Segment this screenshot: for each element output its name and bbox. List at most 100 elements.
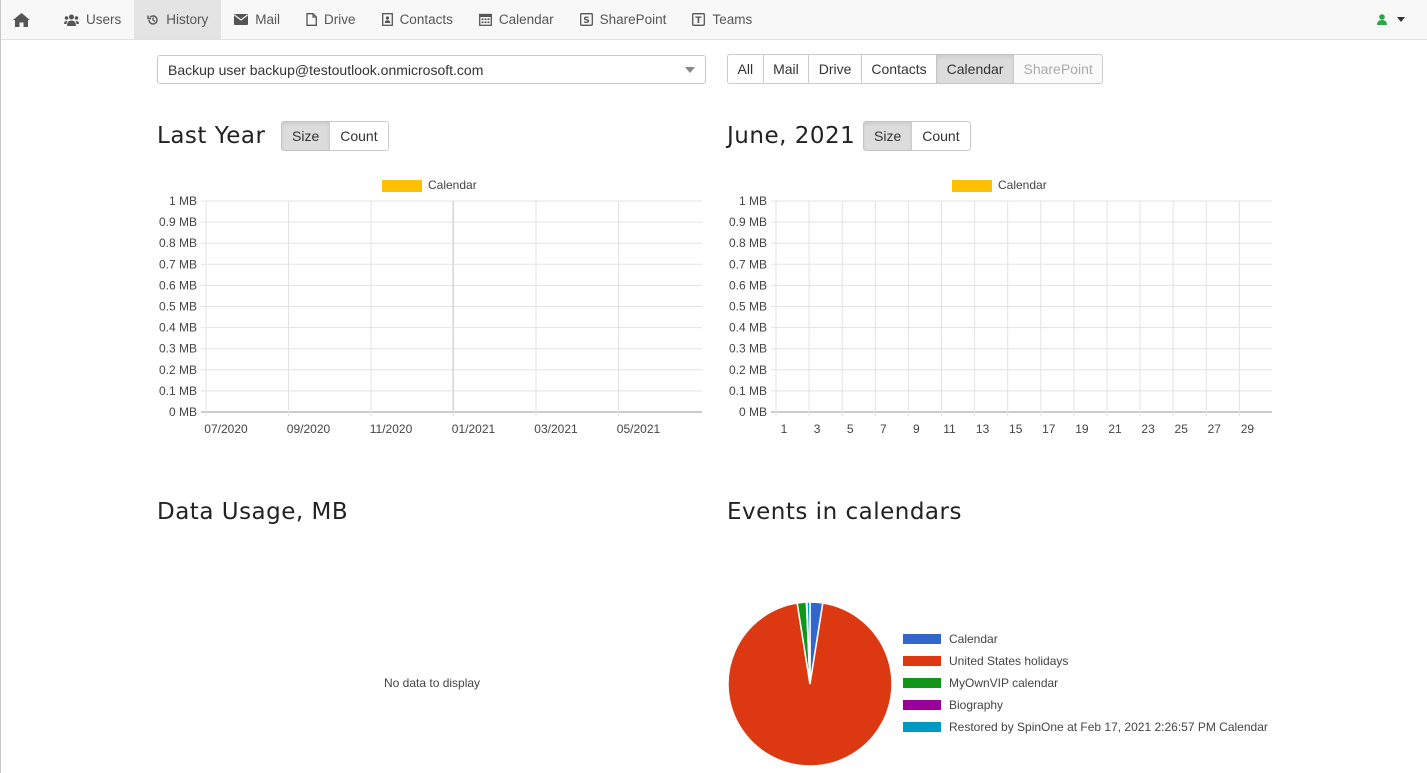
contact-card-icon: [381, 13, 393, 26]
nav-item-users[interactable]: Users: [51, 0, 134, 39]
events-title: Events in calendars: [727, 499, 962, 525]
y-tick-label: 0 MB: [169, 405, 197, 419]
filter-mail-button[interactable]: Mail: [762, 54, 810, 84]
data-usage-title: Data Usage, MB: [157, 499, 349, 525]
y-tick-label: 0.9 MB: [159, 215, 197, 229]
x-tick-label: 13: [976, 422, 990, 436]
legend-item: Calendar: [903, 628, 1268, 650]
x-tick-label: 05/2021: [617, 422, 661, 436]
nav-item-contacts[interactable]: Contacts: [369, 0, 466, 39]
filter-contacts-button[interactable]: Contacts: [860, 54, 938, 84]
nav-item-teams[interactable]: T Teams: [679, 0, 765, 39]
nav-item-mail[interactable]: Mail: [221, 0, 293, 39]
top-navbar: Users History Mail Drive Contacts Calendar S Sh…: [1, 0, 1427, 40]
no-data-message: No data to display: [384, 676, 481, 690]
events-pie-chart: [727, 601, 893, 767]
y-tick-label: 0.1 MB: [159, 384, 197, 398]
pie-slice[interactable]: [727, 602, 893, 767]
y-tick-label: 1 MB: [169, 194, 197, 208]
nav-item-drive[interactable]: Drive: [293, 0, 369, 39]
legend-swatch: [903, 656, 941, 666]
x-tick-label: 3: [814, 422, 821, 436]
y-tick-label: 0.1 MB: [729, 384, 767, 398]
y-tick-label: 0 MB: [739, 405, 767, 419]
y-tick-label: 0.8 MB: [729, 236, 767, 250]
x-tick-label: 7: [880, 422, 887, 436]
x-tick-label: 1: [781, 422, 788, 436]
x-tick-label: 01/2021: [452, 422, 496, 436]
month-count-button[interactable]: Count: [911, 121, 971, 151]
nav-item-label: History: [166, 12, 209, 27]
home-button[interactable]: [1, 0, 51, 39]
y-tick-label: 0.9 MB: [729, 215, 767, 229]
home-icon: [13, 12, 30, 27]
nav-item-label: Calendar: [498, 12, 554, 27]
legend-item: MyOwnVIP calendar: [903, 672, 1268, 694]
filter-all-button[interactable]: All: [727, 54, 764, 84]
legend-swatch: [903, 678, 941, 688]
month-metric-toggle: Size Count: [863, 121, 971, 151]
legend-label: Calendar: [428, 178, 477, 192]
x-tick-label: 29: [1241, 422, 1255, 436]
y-tick-label: 0.4 MB: [159, 321, 197, 335]
legend-label: Calendar: [998, 178, 1047, 192]
month-chart: Calendar 1 MB 0.9 MB 0.8 MB 0.7 MB 0.6 MB 0.5 …: [729, 178, 1272, 436]
pie-slice[interactable]: [806, 601, 811, 685]
user-icon: [1377, 14, 1387, 25]
y-tick-label: 0.7 MB: [159, 257, 197, 271]
nav-item-calendar[interactable]: Calendar: [466, 0, 567, 39]
x-tick-label: 27: [1208, 422, 1222, 436]
file-icon: [306, 13, 317, 26]
y-tick-label: 0.5 MB: [729, 300, 767, 314]
month-size-button[interactable]: Size: [863, 121, 913, 151]
legend-swatch: [903, 634, 941, 644]
y-tick-label: 0.6 MB: [159, 278, 197, 292]
nav-item-sharepoint[interactable]: S SharePoint: [567, 0, 680, 39]
y-tick-label: 0.2 MB: [729, 363, 767, 377]
x-tick-label: 11: [943, 422, 956, 436]
sharepoint-icon: S: [579, 13, 593, 26]
y-tick-label: 0.2 MB: [159, 363, 197, 377]
users-icon: [64, 14, 79, 26]
legend-label: Biography: [949, 698, 1004, 712]
last-year-count-button[interactable]: Count: [329, 121, 389, 151]
x-tick-label: 15: [1009, 422, 1023, 436]
legend-label: Calendar: [949, 632, 998, 646]
x-tick-label: 17: [1042, 422, 1056, 436]
x-tick-label: 21: [1108, 422, 1122, 436]
y-tick-label: 1 MB: [739, 194, 767, 208]
filter-calendar-button[interactable]: Calendar: [936, 54, 1014, 84]
user-menu-button[interactable]: [1364, 0, 1427, 39]
last-year-size-button[interactable]: Size: [281, 121, 331, 151]
legend-item: United States holidays: [903, 650, 1268, 672]
legend-item: Biography: [903, 694, 1268, 716]
x-tick-label: 09/2020: [287, 422, 331, 436]
calendar-icon: [478, 13, 492, 26]
chevron-down-icon: [685, 67, 695, 73]
nav-item-label: Contacts: [399, 12, 453, 27]
history-icon: [147, 14, 158, 25]
backup-user-select[interactable]: Backup user backup@testoutlook.onmicroso…: [157, 55, 706, 84]
x-tick-label: 9: [913, 422, 920, 436]
y-tick-label: 0.4 MB: [729, 321, 767, 335]
nav-item-history[interactable]: History: [134, 0, 222, 39]
y-tick-label: 0.3 MB: [159, 342, 197, 356]
x-tick-label: 5: [847, 422, 854, 436]
last-year-title: Last Year: [157, 123, 266, 149]
legend-item: Restored by SpinOne at Feb 17, 2021 2:26…: [903, 716, 1268, 738]
svg-text:S: S: [583, 16, 589, 26]
y-tick-label: 0.6 MB: [729, 278, 767, 292]
last-year-chart: Calendar 1 MB 0.9 MB 0.8 MB 0.7 MB 0.6 MB 0.5 …: [159, 178, 702, 436]
envelope-icon: [234, 14, 249, 25]
events-pie-legend: Calendar United States holidays MyOwnVIP c…: [903, 628, 1268, 738]
x-tick-label: 07/2020: [204, 422, 248, 436]
x-tick-label: 03/2021: [534, 422, 578, 436]
filter-drive-button[interactable]: Drive: [808, 54, 862, 84]
x-tick-label: 25: [1175, 422, 1189, 436]
y-tick-label: 0.3 MB: [729, 342, 767, 356]
y-tick-label: 0.8 MB: [159, 236, 197, 250]
legend-label: MyOwnVIP calendar: [949, 676, 1059, 690]
legend-label: United States holidays: [949, 654, 1069, 668]
filter-sharepoint-button[interactable]: SharePoint: [1012, 54, 1104, 84]
backup-user-select-value: Backup user backup@testoutlook.onmicroso…: [168, 61, 484, 78]
